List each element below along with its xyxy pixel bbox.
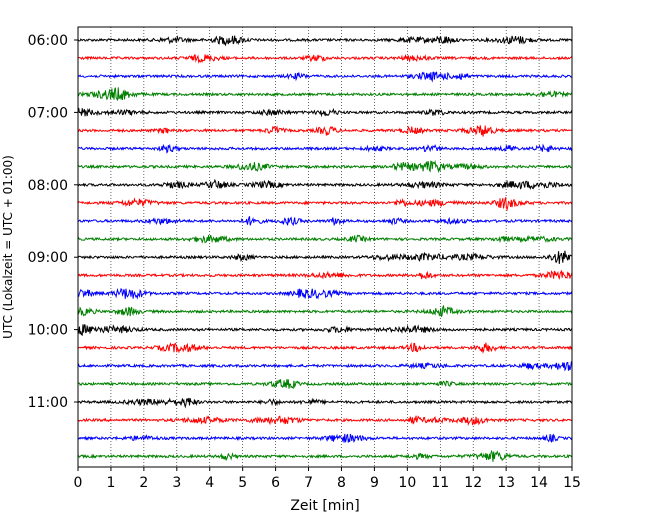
trace-line: [77, 159, 573, 174]
trace-line: [77, 178, 573, 191]
x-tick-label: 0: [74, 475, 83, 491]
trace-line: [77, 234, 573, 244]
y-tick-label: 10:00: [28, 323, 68, 339]
y-tick-label: 07:00: [28, 105, 68, 121]
vertical-grid: [110, 27, 540, 467]
trace-line: [77, 342, 573, 354]
trace-line: [77, 250, 573, 265]
plot-frame: [77, 26, 573, 468]
trace-line: [77, 304, 573, 317]
x-tick-label: 11: [431, 475, 449, 491]
x-tick-label: 12: [464, 475, 482, 491]
y-axis-ticks: 06:00 07:00 08:00 09:00 10:00 11:00: [28, 33, 78, 411]
trace-line: [77, 216, 573, 227]
x-axis-ticks: 0 1 2 3 4 5 6 7 8 9 10 11 12 13 14 15: [74, 467, 581, 491]
x-tick-label: 6: [271, 475, 280, 491]
trace-line: [77, 449, 573, 462]
x-tick-label: 5: [238, 475, 247, 491]
y-tick-label: 08:00: [28, 178, 68, 194]
y-tick-label: 11:00: [28, 395, 68, 411]
trace-line: [77, 125, 573, 137]
y-tick-label: 06:00: [28, 33, 68, 49]
x-tick-label: 7: [304, 475, 313, 491]
x-tick-label: 15: [563, 475, 581, 491]
trace-line: [77, 87, 573, 101]
x-tick-label: 9: [370, 475, 379, 491]
x-axis-label: Zeit [min]: [290, 498, 359, 514]
trace-line: [77, 35, 573, 47]
trace-line: [77, 433, 573, 443]
trace-group: [77, 35, 573, 462]
x-tick-label: 14: [530, 475, 548, 491]
trace-line: [77, 71, 573, 83]
trace-line: [77, 360, 573, 372]
x-tick-label: 10: [398, 475, 416, 491]
plot-background: [78, 27, 572, 467]
x-tick-label: 13: [497, 475, 515, 491]
x-tick-label: 8: [337, 475, 346, 491]
trace-line: [77, 197, 573, 212]
x-tick-label: 2: [139, 475, 148, 491]
trace-line: [77, 397, 573, 409]
trace-line: [77, 107, 573, 118]
trace-line: [77, 324, 573, 336]
x-tick-label: 4: [205, 475, 214, 491]
trace-line: [77, 53, 573, 64]
x-tick-label: 1: [106, 475, 115, 491]
trace-line: [77, 143, 573, 154]
trace-line: [77, 379, 573, 389]
trace-line: [77, 269, 573, 280]
x-tick-label: 3: [172, 475, 181, 491]
y-axis-label: UTC (Lokalzeit = UTC + 01:00): [1, 155, 15, 339]
trace-line: [77, 415, 573, 427]
trace-line: [77, 287, 573, 300]
y-tick-label: 09:00: [28, 250, 68, 266]
